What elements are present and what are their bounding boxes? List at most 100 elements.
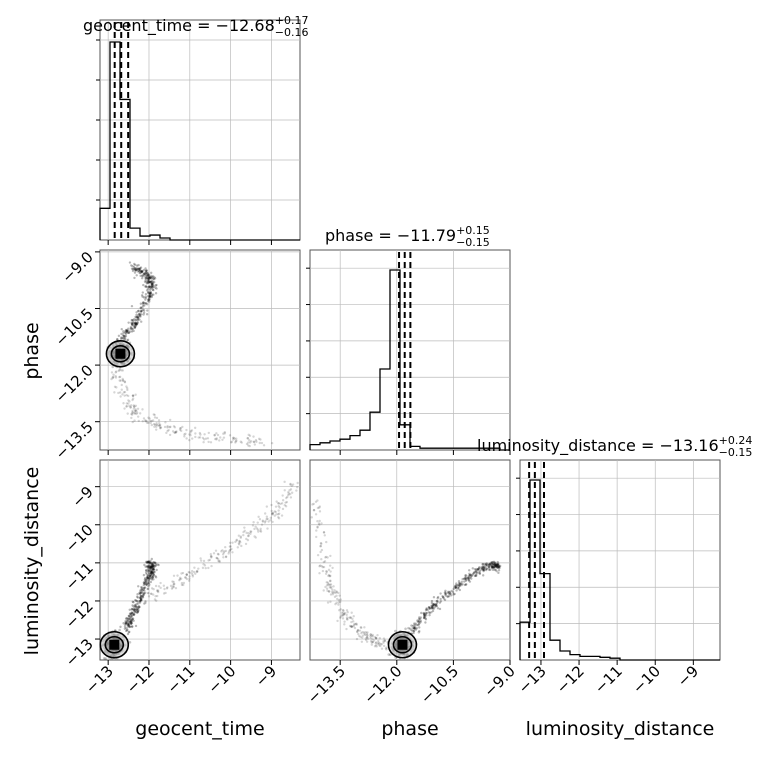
scatter-point xyxy=(153,423,157,426)
scatter-point xyxy=(190,429,194,432)
scatter-point xyxy=(121,379,125,382)
scatter-point xyxy=(334,602,337,606)
scatter-point xyxy=(130,614,133,618)
scatter-point xyxy=(327,574,330,578)
scatter-point xyxy=(371,641,374,644)
scatter-point xyxy=(435,600,438,603)
scatter-point xyxy=(140,270,144,274)
scatter-point xyxy=(319,564,322,567)
scatter-point xyxy=(138,313,142,317)
scatter-point xyxy=(296,485,299,489)
scatter-point xyxy=(122,331,125,335)
scatter-point xyxy=(455,582,458,585)
scatter-point xyxy=(137,608,140,611)
scatter-point xyxy=(151,288,155,291)
histogram-phase xyxy=(309,269,510,451)
scatter-point xyxy=(260,523,264,526)
scatter-point xyxy=(136,610,139,614)
scatter-point xyxy=(136,270,139,273)
scatter-point xyxy=(245,537,248,541)
scatter-point xyxy=(139,598,143,601)
scatter-point xyxy=(132,394,135,397)
scatter-point xyxy=(137,267,141,271)
scatter-point xyxy=(330,585,333,589)
scatter-point xyxy=(135,608,138,611)
scatter-point xyxy=(469,575,473,579)
scatter-point xyxy=(434,603,438,606)
scatter-point xyxy=(247,532,250,535)
scatter-point xyxy=(147,584,150,588)
scatter-point xyxy=(453,586,456,589)
scatter-point xyxy=(139,599,142,602)
scatter-point xyxy=(150,277,153,280)
scatter-point xyxy=(492,566,495,570)
scatter-point xyxy=(212,552,216,555)
scatter-point xyxy=(154,292,158,295)
scatter-point xyxy=(139,595,143,598)
scatter-point xyxy=(235,539,238,542)
scatter-point xyxy=(128,625,131,629)
scatter-point xyxy=(147,277,150,280)
scatter-point xyxy=(116,338,119,341)
scatter-point xyxy=(138,591,141,595)
scatter-point xyxy=(254,536,257,539)
scatter-point xyxy=(141,308,145,311)
grid-2-2 xyxy=(516,460,720,660)
scatter-point xyxy=(336,619,339,623)
scatter-point xyxy=(153,570,156,574)
scatter-point xyxy=(152,568,155,571)
scatter-point xyxy=(154,594,157,598)
scatter-point xyxy=(134,268,137,272)
scatter-point xyxy=(134,624,138,628)
scatter-point xyxy=(154,286,157,289)
scatter-point xyxy=(244,542,248,546)
scatter-point xyxy=(146,569,150,572)
scatter-point xyxy=(146,582,149,585)
scatter-point xyxy=(427,606,431,609)
scatter-point xyxy=(457,587,460,590)
scatter-point xyxy=(187,570,191,574)
scatter-point xyxy=(131,394,135,397)
scatter-point xyxy=(320,548,324,552)
scatter-point xyxy=(430,601,434,605)
scatter-point xyxy=(138,267,141,271)
scatter-point xyxy=(362,631,366,634)
scatter-point xyxy=(146,273,149,277)
scatter-point xyxy=(240,544,243,548)
scatter-point xyxy=(142,588,145,591)
scatter-point xyxy=(129,625,132,628)
scatter-point xyxy=(430,605,434,608)
scatter-point xyxy=(144,272,148,275)
scatter-point xyxy=(134,319,137,322)
title-upper-error: +0.17 xyxy=(275,14,309,27)
scatter-point xyxy=(228,434,232,437)
scatter-point xyxy=(331,591,334,594)
scatter-point xyxy=(125,621,128,625)
scatter-point xyxy=(407,626,410,630)
scatter-point xyxy=(258,518,262,521)
scatter-point xyxy=(111,376,115,379)
scatter-point xyxy=(142,581,146,585)
scatter-point xyxy=(103,657,106,660)
scatter-point xyxy=(142,573,146,577)
scatter-point xyxy=(480,566,483,569)
scatter-point xyxy=(331,566,334,570)
scatter-point xyxy=(148,561,151,564)
scatter-point xyxy=(149,280,153,284)
scatter-point xyxy=(134,409,137,412)
scatter-point xyxy=(146,287,150,290)
scatter-point xyxy=(151,282,154,286)
scatter-point xyxy=(140,320,143,323)
scatter-point xyxy=(457,586,460,590)
scatter-point xyxy=(141,596,144,599)
scatter-point xyxy=(281,507,285,511)
scatter-point xyxy=(383,639,387,643)
scatter-point xyxy=(140,309,143,312)
scatter-point xyxy=(271,512,274,515)
scatter-point xyxy=(183,433,186,436)
scatter-point xyxy=(141,591,144,594)
scatter-point xyxy=(231,541,234,544)
scatter-point xyxy=(136,318,139,322)
scatter-point xyxy=(133,606,137,609)
scatter-point xyxy=(137,419,140,423)
